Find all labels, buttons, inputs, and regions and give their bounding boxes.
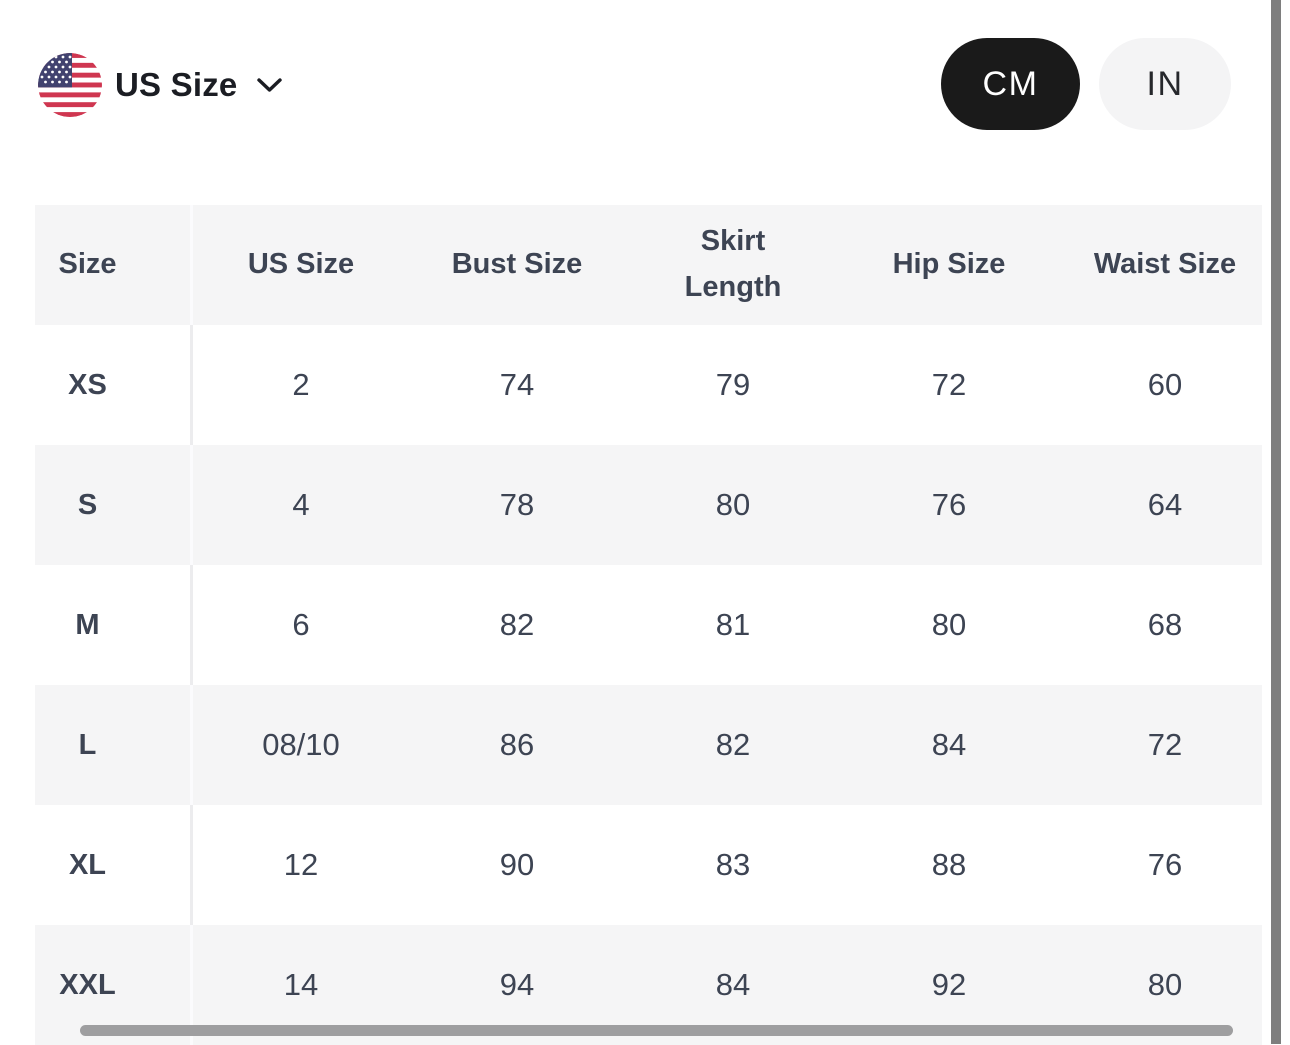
waist-size-value: 76 — [1147, 847, 1183, 882]
table-row-xs: XS 2 74 79 72 60 — [35, 325, 1262, 445]
size-label: XS — [35, 325, 193, 445]
table-row-xl: XL 12 90 83 88 76 — [35, 805, 1262, 925]
skirt-length-value: 84 — [715, 967, 751, 1002]
waist-size-value: 68 — [1147, 607, 1183, 642]
bust-size-value: 90 — [499, 847, 535, 882]
bust-size-value: 82 — [499, 607, 535, 642]
waist-size-value: 64 — [1147, 487, 1183, 522]
hip-size-value: 76 — [931, 487, 967, 522]
header-us-size: US Size — [247, 248, 355, 281]
size-label: L — [35, 685, 193, 805]
size-table: Size US Size Bust Size Skirt Length Hip … — [35, 205, 1262, 1045]
bust-size-value: 78 — [499, 487, 535, 522]
horizontal-scrollbar-thumb[interactable] — [80, 1025, 1233, 1036]
us-flag-icon — [38, 53, 102, 117]
header-waist-size: Waist Size — [1093, 248, 1237, 281]
table-row-l: L 08/10 86 82 84 72 — [35, 685, 1262, 805]
header-skirt-length: Skirt Length — [684, 225, 782, 303]
us-size-value: 2 — [292, 367, 310, 402]
vertical-scrollbar[interactable] — [1271, 0, 1281, 1044]
region-selector-label: US Size — [115, 66, 238, 103]
waist-size-value: 80 — [1147, 967, 1183, 1002]
size-label: XXL — [35, 925, 193, 1045]
header-size: Size — [35, 205, 193, 325]
hip-size-value: 88 — [931, 847, 967, 882]
skirt-length-value: 79 — [715, 367, 751, 402]
skirt-length-value: 83 — [715, 847, 751, 882]
table-header-row: Size US Size Bust Size Skirt Length Hip … — [35, 205, 1262, 325]
us-size-value: 08/10 — [262, 727, 340, 762]
us-size-value: 14 — [283, 967, 319, 1002]
us-size-value: 4 — [292, 487, 310, 522]
header-bust-size: Bust Size — [451, 248, 583, 281]
bust-size-value: 94 — [499, 967, 535, 1002]
unit-toggle: CM IN — [941, 38, 1231, 130]
size-table-scroll-area[interactable]: Size US Size Bust Size Skirt Length Hip … — [35, 205, 1262, 1045]
waist-size-value: 72 — [1147, 727, 1183, 762]
waist-size-value: 60 — [1147, 367, 1183, 402]
hip-size-value: 72 — [931, 367, 967, 402]
size-label: S — [35, 445, 193, 565]
header-hip-size: Hip Size — [892, 248, 1006, 281]
chevron-down-icon — [256, 77, 283, 99]
size-label: XL — [35, 805, 193, 925]
us-size-value: 12 — [283, 847, 319, 882]
bust-size-value: 74 — [499, 367, 535, 402]
table-row-m: M 6 82 81 80 68 — [35, 565, 1262, 685]
region-size-selector[interactable]: US Size — [38, 52, 283, 118]
hip-size-value: 92 — [931, 967, 967, 1002]
size-label: M — [35, 565, 193, 685]
skirt-length-value: 80 — [715, 487, 751, 522]
cm-button[interactable]: CM — [941, 38, 1080, 130]
bust-size-value: 86 — [499, 727, 535, 762]
skirt-length-value: 81 — [715, 607, 751, 642]
skirt-length-value: 82 — [715, 727, 751, 762]
hip-size-value: 80 — [931, 607, 967, 642]
us-size-value: 6 — [292, 607, 310, 642]
table-row-s: S 4 78 80 76 64 — [35, 445, 1262, 565]
hip-size-value: 84 — [931, 727, 967, 762]
in-button[interactable]: IN — [1099, 38, 1231, 130]
